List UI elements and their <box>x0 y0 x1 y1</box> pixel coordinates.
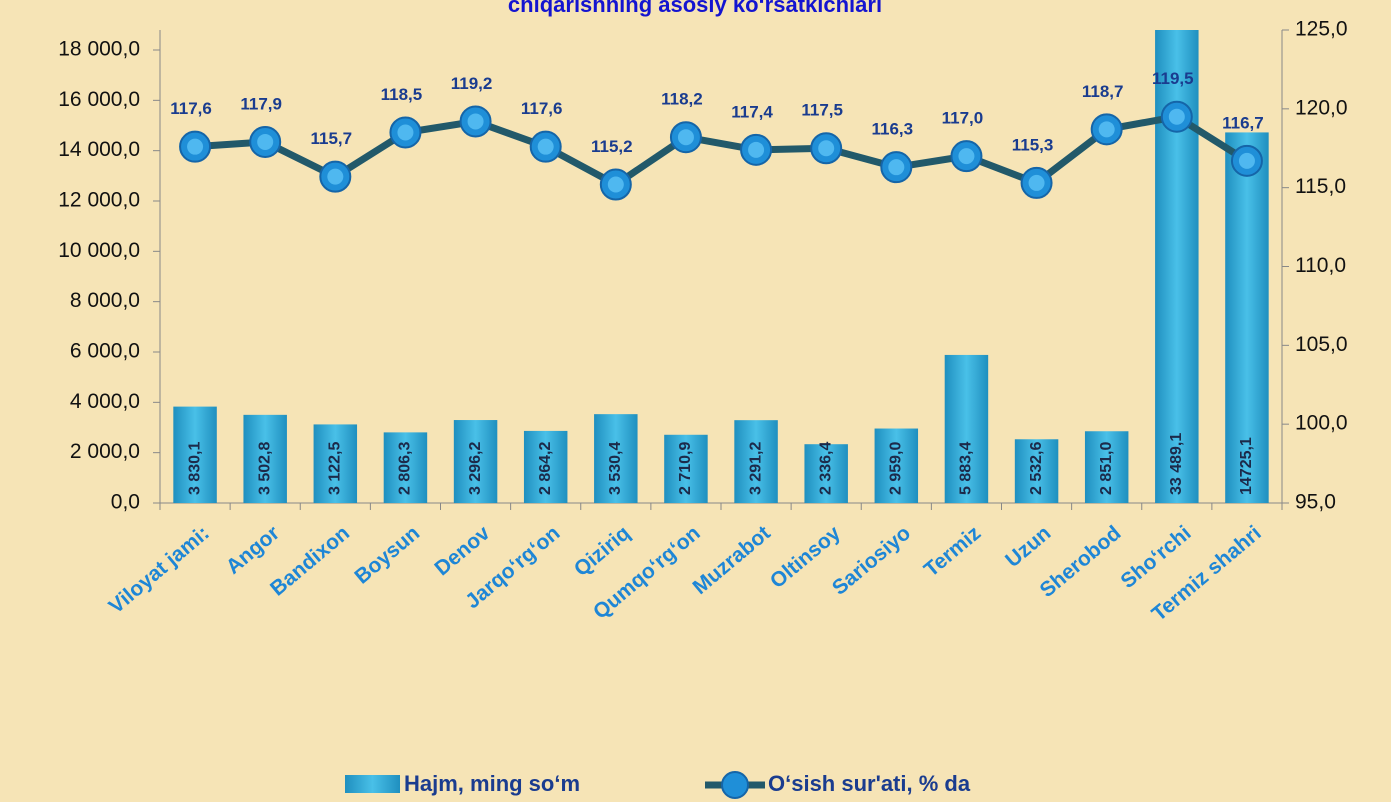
chart-title: chiqarishning asosiy ko‘rsatkichlari <box>508 0 882 17</box>
marker-highlight <box>257 133 274 150</box>
marker-highlight <box>187 138 204 155</box>
x-tick-label: Sariosiyo <box>828 521 915 599</box>
bar <box>1084 431 1129 503</box>
bar <box>594 414 638 503</box>
bar-label: 14725,1 <box>1238 437 1255 495</box>
y2-tick-label: 125,0 <box>1295 18 1348 41</box>
bar-label: 3 530,4 <box>607 442 624 495</box>
legend-label: Hajm, ming so‘m <box>404 771 580 796</box>
line-label: 115,2 <box>591 137 633 156</box>
y-tick-label: 0,0 <box>111 491 140 514</box>
line-label: 115,3 <box>1012 135 1054 154</box>
bar-label: 2 806,3 <box>397 442 414 495</box>
x-tick-label: Viloyat jami: <box>105 521 214 618</box>
y2-tick-label: 105,0 <box>1295 333 1348 356</box>
marker-highlight <box>467 113 484 130</box>
marker-highlight <box>748 141 765 158</box>
bar <box>453 420 498 503</box>
x-tick-label: Angor <box>222 521 284 578</box>
marker-highlight <box>1168 108 1185 125</box>
x-tick-label: Termiz <box>920 521 985 581</box>
marker-highlight <box>677 129 694 146</box>
line-label: 118,7 <box>1082 82 1124 101</box>
y-tick-label: 8 000,0 <box>70 289 140 312</box>
bar-label: 5 883,4 <box>958 442 975 495</box>
line-label: 119,5 <box>1152 69 1194 88</box>
bar-label: 2 336,4 <box>817 442 834 495</box>
line-label: 117,6 <box>521 99 563 118</box>
legend-label: O‘sish sur'ati, % da <box>768 771 971 796</box>
y2-tick-label: 100,0 <box>1295 412 1348 435</box>
bar-label: 3 296,2 <box>467 442 484 495</box>
bar-label: 2 710,9 <box>677 442 694 495</box>
x-tick-label: Qiziriq <box>570 521 635 581</box>
x-tick-label: Bandixon <box>266 521 354 600</box>
bar <box>243 414 287 503</box>
bar-label: 2 532,6 <box>1028 442 1045 495</box>
legend-swatch <box>345 775 400 793</box>
bar <box>173 406 217 503</box>
bar <box>383 432 428 503</box>
marker-highlight <box>537 138 554 155</box>
line-label: 117,4 <box>731 102 773 121</box>
line-label: 118,2 <box>661 90 703 109</box>
y-tick-label: 10 000,0 <box>58 239 140 262</box>
line-label: 116,7 <box>1222 113 1264 132</box>
marker-highlight <box>818 140 835 157</box>
y-tick-label: 2 000,0 <box>70 440 140 463</box>
line <box>194 113 1249 189</box>
y-tick-label: 16 000,0 <box>58 88 140 111</box>
marker-highlight <box>607 176 624 193</box>
bar-label: 3 122,5 <box>327 442 344 495</box>
bar-label: 3 291,2 <box>747 442 764 495</box>
x-tick-label: Denov <box>430 521 494 580</box>
bar-label: 3 830,1 <box>186 442 203 495</box>
bar <box>734 420 778 503</box>
bar <box>664 434 708 503</box>
line-label: 117,5 <box>801 101 843 120</box>
bar <box>1014 439 1059 503</box>
legend-marker <box>721 771 749 799</box>
y-tick-label: 6 000,0 <box>70 340 140 363</box>
line-label: 117,0 <box>942 109 984 128</box>
marker-highlight <box>1028 174 1045 191</box>
marker-highlight <box>958 148 975 165</box>
y2-tick-label: 115,0 <box>1295 175 1346 198</box>
marker-highlight <box>888 159 905 176</box>
line-label: 115,7 <box>311 129 353 148</box>
bar-label: 2 959,0 <box>888 442 905 495</box>
bar-label: 2 864,2 <box>537 442 554 495</box>
line-label: 116,3 <box>872 120 914 139</box>
y2-tick-label: 110,0 <box>1295 254 1346 277</box>
bar-label: 3 502,8 <box>256 442 273 495</box>
y2-tick-label: 95,0 <box>1295 491 1336 514</box>
bar <box>1225 132 1269 503</box>
marker-highlight <box>1098 121 1115 138</box>
bar <box>523 430 568 503</box>
line-label: 117,6 <box>170 99 212 118</box>
y2-tick-label: 120,0 <box>1295 96 1348 119</box>
marker-highlight <box>1238 152 1255 169</box>
line-label: 118,5 <box>381 85 423 104</box>
y-tick-label: 4 000,0 <box>70 390 140 413</box>
y-tick-label: 18 000,0 <box>58 38 140 61</box>
bar <box>874 428 919 503</box>
marker-highlight <box>327 168 344 185</box>
bar-label: 33 489,1 <box>1168 433 1185 495</box>
bar <box>804 444 848 503</box>
bar-label: 2 851,0 <box>1098 442 1115 495</box>
x-tick-label: Muzrabot <box>689 521 775 599</box>
plot-area <box>173 30 1269 503</box>
y-tick-label: 14 000,0 <box>58 138 140 161</box>
line-label: 117,9 <box>240 94 282 113</box>
x-tick-label: Boysun <box>350 521 424 588</box>
x-tick-label: Uzun <box>1001 521 1055 572</box>
line-label: 119,2 <box>451 74 493 93</box>
marker-highlight <box>397 124 414 141</box>
y-tick-label: 12 000,0 <box>58 189 140 212</box>
bar <box>313 424 358 503</box>
bar <box>944 354 989 503</box>
